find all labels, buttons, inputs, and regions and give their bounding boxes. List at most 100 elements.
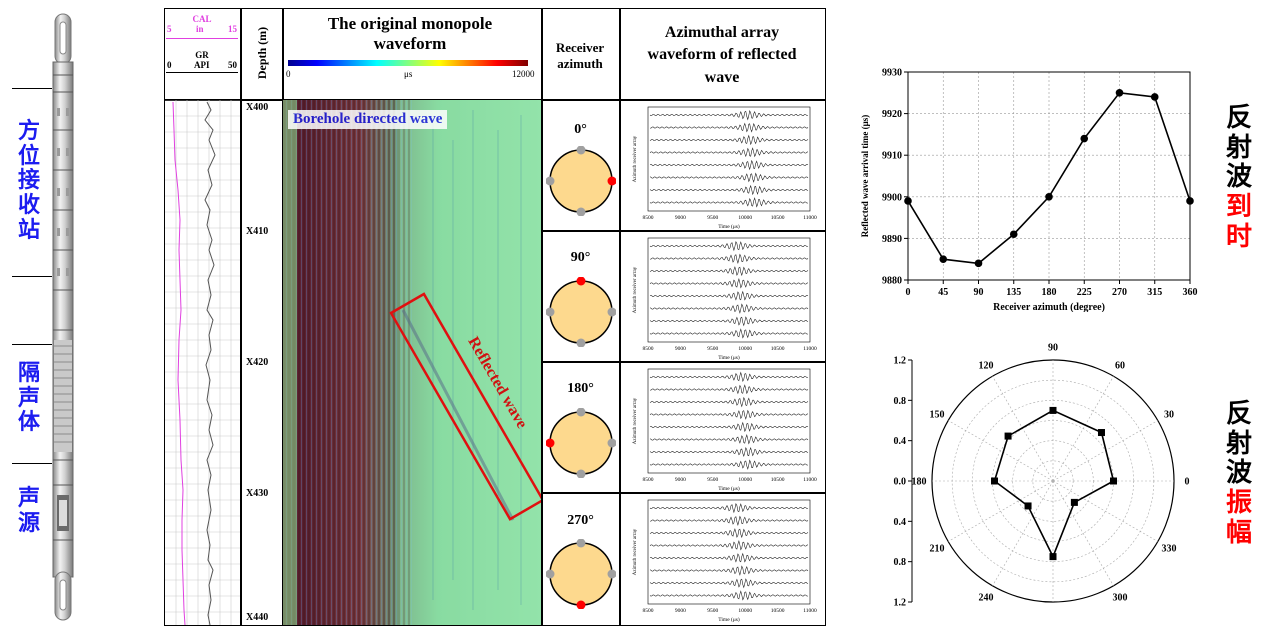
angle-tick-label: 150 xyxy=(929,410,944,421)
depth-label: X430 xyxy=(246,488,269,499)
mini-trace xyxy=(649,303,809,314)
column-divider xyxy=(619,8,621,626)
depth-title: Depth (m) xyxy=(255,26,269,80)
radial-tick-label: 1.2 xyxy=(894,356,907,367)
radial-tick-label: 1.2 xyxy=(894,598,907,609)
mini-waveform-panel: Azimuth receiver array 8500 9000 9500 10000 1… xyxy=(633,368,817,492)
x-tick-label: 270 xyxy=(1112,287,1127,298)
angle-tick-label: 30 xyxy=(1164,410,1174,421)
data-point xyxy=(1009,230,1018,239)
x-tick-label: 0 xyxy=(906,287,911,298)
mini-plot-frame xyxy=(647,368,811,474)
log-curves-track xyxy=(165,100,240,625)
arrival-time-chart: 0 45 90 135 180 225 270 315 360 9880 9890 9900 9910 9… xyxy=(860,68,1198,313)
mini-xtick: 11000 xyxy=(803,346,817,352)
mini-trace xyxy=(649,172,809,183)
mini-trace xyxy=(649,528,809,539)
mini-xtick: 8500 xyxy=(643,608,654,614)
mini-xtick: 10500 xyxy=(771,215,785,221)
angle-tick-label: 180 xyxy=(912,477,927,488)
radial-tick-label: 0.8 xyxy=(894,396,907,407)
amplitude-side-label: 反 射 波 振 幅 xyxy=(1224,399,1254,548)
x-tick-label: 45 xyxy=(938,287,948,298)
mini-trace xyxy=(650,253,809,264)
cal-header: CAL 5 in 15 xyxy=(164,14,240,35)
tool-diagram: 方位接收站 隔声体 声源 xyxy=(0,0,90,631)
mini-xtick: 8500 xyxy=(643,215,654,221)
mini-plot-frame xyxy=(647,499,811,605)
mini-trace xyxy=(649,540,809,551)
amplitude-polygon xyxy=(993,409,1115,559)
data-point xyxy=(939,255,948,263)
receiver-azimuth-title: Receiver azimuth xyxy=(555,40,605,72)
mini-trace xyxy=(649,396,809,408)
mini-xtick: 11000 xyxy=(803,215,817,221)
colorbar-unit: μs xyxy=(404,69,413,79)
polar-spoke xyxy=(1052,480,1158,542)
mini-trace xyxy=(649,409,809,420)
mini-xtick: 8500 xyxy=(643,477,654,483)
polar-spoke xyxy=(1052,480,1114,586)
data-point xyxy=(1024,502,1032,510)
mini-ylabel: Azimuth receiver array xyxy=(633,397,638,444)
mini-xlabel: Time (μs) xyxy=(718,485,740,492)
arrival-char: 时 xyxy=(1225,221,1252,252)
isolator-label: 隔声体 xyxy=(17,361,40,436)
data-point xyxy=(904,197,912,205)
radial-tick-label: 0.4 xyxy=(894,436,907,447)
mini-xtick: 10000 xyxy=(738,608,752,614)
radial-tick-label: 0.4 xyxy=(894,517,907,528)
mini-xtick: 10000 xyxy=(738,346,752,352)
reflected-wave-box xyxy=(389,292,541,521)
depth-label: X400 xyxy=(246,102,269,113)
mini-trace xyxy=(649,590,809,601)
mini-xlabel: Time (μs) xyxy=(718,223,740,230)
mini-xlabel: Time (μs) xyxy=(718,616,740,623)
mini-trace xyxy=(649,147,809,158)
azimuth-label-270: 270° xyxy=(567,513,594,528)
cal-max: 15 xyxy=(228,24,237,34)
y-axis-label: Reflected wave arrival time (μs) xyxy=(860,115,870,238)
arrival-char: 反 xyxy=(1225,103,1252,133)
mini-trace xyxy=(649,266,809,277)
row-divider xyxy=(541,361,826,363)
data-point xyxy=(1004,432,1012,440)
mini-xtick: 9500 xyxy=(707,477,718,483)
waveform-title: The original monopole waveform xyxy=(327,14,493,54)
mini-ylabel: Azimuth receiver array xyxy=(633,528,638,575)
mini-trace xyxy=(649,109,809,121)
y-tick-label: 9930 xyxy=(882,68,902,79)
gr-title: GR xyxy=(195,50,209,60)
polar-spoke xyxy=(948,480,1054,542)
mini-trace xyxy=(649,371,809,383)
x-axis-label: Receiver azimuth (degree) xyxy=(993,302,1105,312)
mini-trace xyxy=(649,503,809,514)
depth-label: X410 xyxy=(246,226,269,237)
mini-xtick: 9000 xyxy=(675,215,686,221)
mini-trace xyxy=(649,316,809,327)
log-panel xyxy=(164,8,826,626)
radial-tick-label: 0.0 xyxy=(894,477,907,488)
mini-waveform-panel: Azimuth receiver array 8500 9000 9500 10000 1… xyxy=(633,106,817,230)
header-divider xyxy=(164,99,542,101)
cal-min: 5 xyxy=(167,24,172,34)
mini-xtick: 9500 xyxy=(707,215,718,221)
arrival-char: 射 xyxy=(1225,132,1252,163)
gr-curve xyxy=(204,101,216,625)
column-divider xyxy=(282,8,284,626)
data-point xyxy=(1115,89,1124,97)
mini-xtick: 8500 xyxy=(643,346,654,352)
y-tick-label: 9880 xyxy=(882,276,902,287)
mini-plot-frame xyxy=(647,106,811,212)
angle-tick-label: 240 xyxy=(979,593,994,604)
amplitude-polar-chart: 03060901201501802102402703003301.20.80.4… xyxy=(894,343,1190,609)
receiver-station-label: 方位接收站 xyxy=(17,119,40,243)
mini-waveform-panel: Azimuth receiver array 8500 9000 9500 10000 1… xyxy=(633,499,817,623)
mini-trace xyxy=(649,459,809,470)
x-tick-label: 360 xyxy=(1183,287,1198,298)
angle-tick-label: 90 xyxy=(1048,343,1058,354)
logging-tool-image xyxy=(52,13,74,621)
column-divider xyxy=(240,8,242,626)
mini-trace xyxy=(649,159,809,171)
mini-waveform-panel: Azimuth receiver array 8500 9000 9500 10000 1… xyxy=(633,237,817,361)
